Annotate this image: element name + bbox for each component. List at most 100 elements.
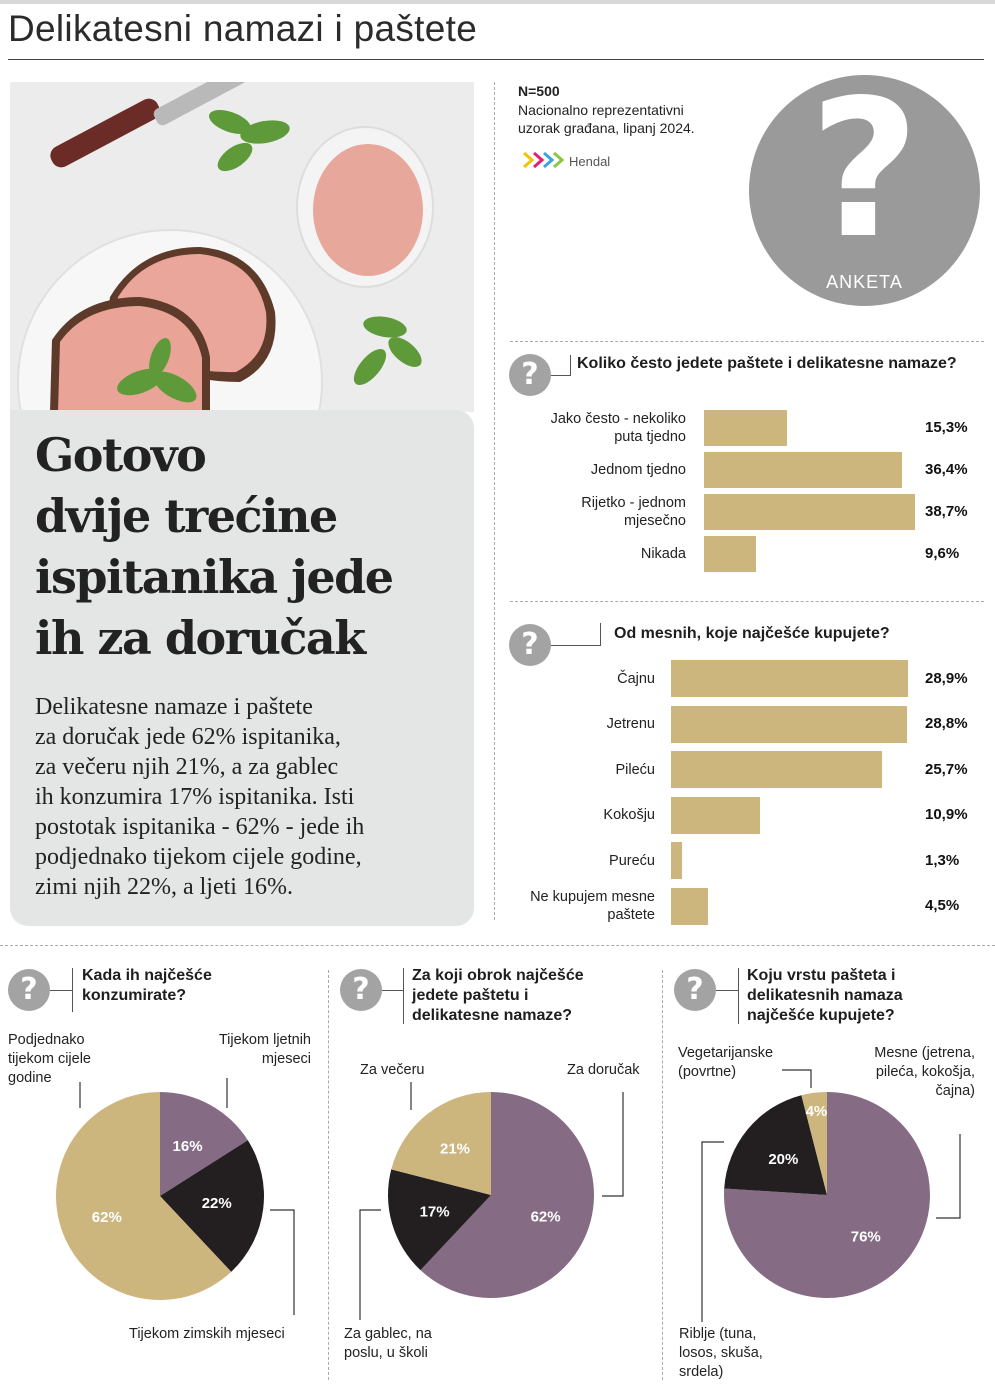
- bar: [704, 536, 757, 572]
- slice-label-line: losos, skuša,: [679, 1345, 763, 1361]
- title-rule: [8, 59, 984, 60]
- chart-title-line: najčešće kupujete?: [747, 1007, 895, 1024]
- pie-leaders: [79, 1078, 295, 1315]
- leader-line: [359, 1209, 381, 1320]
- slice-value-label: 17%: [420, 1203, 450, 1220]
- slice-label: Za doručak: [567, 1062, 640, 1078]
- leader-line: [936, 1134, 961, 1219]
- slice-label-line: godine: [8, 1070, 52, 1086]
- slice-label-line: mjeseci: [261, 1051, 311, 1067]
- chart-title: Kada ih najčešće konzumirate?: [82, 966, 212, 1006]
- slice-value-label: 16%: [173, 1138, 203, 1155]
- summary-box: [10, 410, 474, 926]
- slice-label: Za gablec, na poslu, u školi: [344, 1325, 432, 1363]
- bar-value-label: 38,7%: [925, 503, 968, 520]
- bar-category-label: Jako često - nekoliko puta tjedno: [510, 410, 686, 446]
- pie-slice: [56, 1092, 232, 1300]
- bar-value-label: 15,3%: [925, 419, 968, 436]
- bar-value-label: 4,5%: [925, 897, 960, 914]
- page-title: Delikatesni namazi i paštete: [8, 8, 478, 49]
- bar: [671, 887, 708, 925]
- bar-category-label: Pileću: [510, 761, 656, 779]
- leader-line: [701, 1141, 724, 1322]
- bar: [671, 705, 908, 743]
- slice-label-line: tijekom cijele: [8, 1051, 91, 1067]
- summary-line: podjednako tijekom cijele godine,: [35, 844, 362, 870]
- chart-title-line: Kada ih najčešće: [82, 967, 212, 984]
- slice-label: Riblje (tuna, losos, skuša, srdela): [679, 1325, 763, 1382]
- headline-line: ispitanika jede: [35, 550, 394, 604]
- leader-line: [270, 1209, 295, 1315]
- question-mark-icon: ?: [509, 624, 551, 666]
- summary-line: postotak ispitanika - 62% - jede ih: [35, 814, 365, 840]
- bar: [671, 842, 682, 879]
- chart-title-line: delikatesne namaze?: [412, 1007, 573, 1024]
- bar-category-label-line: mjesečno: [623, 513, 686, 529]
- bar-value-label: 28,8%: [925, 715, 968, 732]
- survey-badge-label: ANKETA: [826, 272, 903, 292]
- title-bracket: [403, 968, 404, 1024]
- slice-label-line: (povrtne): [678, 1064, 737, 1080]
- question-mark-icon: ?: [340, 969, 382, 1011]
- slice-value-label: 20%: [768, 1151, 798, 1168]
- pie-slice: [160, 1092, 248, 1196]
- slice-label-line: pileća, kokošja,: [875, 1064, 975, 1080]
- frequency-bar-chart: Jako često - nekoliko puta tjedno 15,3% Jed…: [510, 410, 990, 585]
- bar-category-label-line: puta tjedno: [614, 429, 686, 445]
- meat-pate-bar-chart: Čajnu 28,9% Jetrenu 28,8% Pileću 25,7% Kokošju…: [510, 660, 990, 930]
- slice-label: Tijekom ljetnih mjeseci: [195, 1031, 311, 1069]
- bar-value-label: 1,3%: [925, 851, 960, 869]
- pie-slice: [391, 1092, 491, 1195]
- slice-value-label: 62%: [531, 1209, 561, 1226]
- meal-pie-chart: 62% 17% 21%: [388, 1092, 594, 1298]
- bar-category-label: Jednom tjedno: [510, 461, 686, 479]
- headline-line: dvije trećine: [35, 489, 338, 543]
- hendal-logo-icon: [523, 151, 565, 169]
- top-bar: [0, 0, 995, 4]
- title-bracket: [716, 990, 739, 991]
- slice-label-line: Za gablec, na: [344, 1326, 432, 1342]
- vertical-divider: [662, 970, 663, 1380]
- bar-category-label-line: Pureću: [609, 852, 655, 869]
- bar: [704, 452, 903, 488]
- bar-category-label-line: Čajnu: [617, 670, 655, 687]
- type-pie-chart: 76% 20% 4%: [724, 1092, 930, 1298]
- pie-slice: [724, 1095, 827, 1195]
- chart-title-line: delikatesnih namaza: [747, 987, 903, 1004]
- sample-size: N=500: [518, 83, 560, 99]
- slice-label-line: Tijekom ljetnih: [218, 1032, 311, 1048]
- source-name: Hendal: [569, 154, 611, 169]
- bar-category-label-line: Kokošju: [603, 807, 655, 823]
- slice-label-line: Mesne (jetrena,: [874, 1045, 975, 1061]
- sample-description: Nacionalno reprezentativni uzorak građan…: [518, 101, 748, 137]
- slice-value-label: 76%: [851, 1228, 881, 1245]
- slice-value-label: 62%: [92, 1209, 122, 1226]
- chart-title-line: jedete paštetu i: [412, 987, 529, 1004]
- bar-category-label-line: paštete: [607, 907, 655, 923]
- bar-category-label: Kokošju: [510, 806, 655, 824]
- slice-label-line: Riblje (tuna,: [679, 1326, 757, 1342]
- chart-title: Za koji obrok najčešće jedete paštetu i …: [412, 966, 584, 1026]
- summary-line: ih konzumira 17% ispitanika. Isti: [35, 784, 355, 810]
- bar-category-label-line: Pileću: [615, 761, 656, 778]
- question-mark-icon: ?: [509, 354, 551, 396]
- pie-leaders: [701, 1069, 961, 1322]
- bar-value-label: 36,4%: [925, 461, 968, 478]
- chart-title: Koliko često jedete paštete i delikatesn…: [577, 355, 957, 372]
- title-bracket: [50, 990, 73, 991]
- bar-category-label-line: Jetrenu: [606, 716, 655, 732]
- title-bracket: [382, 990, 404, 991]
- title-bracket: [551, 375, 571, 376]
- bar: [671, 660, 908, 697]
- slice-value-label: 22%: [202, 1195, 232, 1212]
- bar-category-label-line: Ne kupujem mesne: [530, 889, 655, 905]
- bar-category-label: Ne kupujem mesne paštete: [510, 888, 655, 924]
- headline: Gotovo dvije trećine ispitanika jede ih …: [35, 425, 475, 669]
- title-bracket: [570, 355, 571, 376]
- bar: [671, 796, 761, 834]
- bar-value-label: 25,7%: [925, 760, 968, 778]
- bar-category-label: Čajnu: [510, 670, 655, 688]
- pie-slice: [388, 1169, 491, 1271]
- slice-label-line: Podjednako: [8, 1032, 85, 1048]
- summary-line: za večeru njih 21%, a za gablec: [35, 754, 339, 780]
